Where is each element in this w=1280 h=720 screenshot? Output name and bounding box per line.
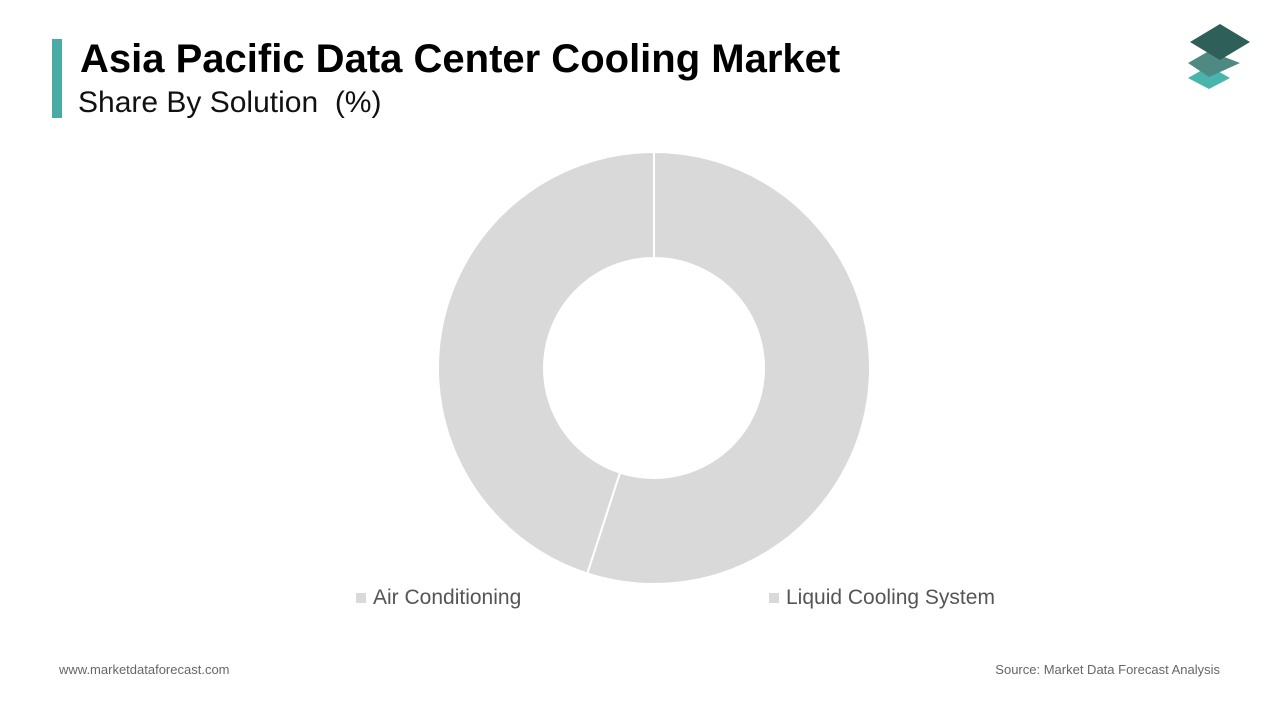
stacked-layers-icon	[1188, 24, 1250, 89]
logo-layer-middle	[1188, 51, 1240, 77]
logo-layer-top	[1190, 24, 1250, 60]
donut-slice-air-conditioning	[437, 150, 655, 575]
legend-label-air-conditioning: Air Conditioning	[373, 586, 522, 609]
legend-item-air-conditioning: Air Conditioning	[356, 585, 521, 611]
chart-subtitle: Share By Solution (%)	[78, 86, 382, 119]
chart-title: Asia Pacific Data Center Cooling Market	[80, 37, 841, 81]
title-accent-bar	[52, 39, 62, 118]
footer-source: Source: Market Data Forecast Analysis	[995, 662, 1220, 677]
logo-layer-bottom	[1188, 66, 1230, 89]
legend-label-liquid-cooling-system: Liquid Cooling System	[786, 586, 995, 609]
footer-website: www.marketdataforecast.com	[59, 662, 230, 677]
legend-swatch-air-conditioning	[356, 593, 366, 603]
legend-item-liquid-cooling-system: Liquid Cooling System	[769, 585, 995, 611]
legend-swatch-liquid-cooling-system	[769, 593, 779, 603]
donut-slice-liquid-cooling-system	[585, 150, 871, 585]
